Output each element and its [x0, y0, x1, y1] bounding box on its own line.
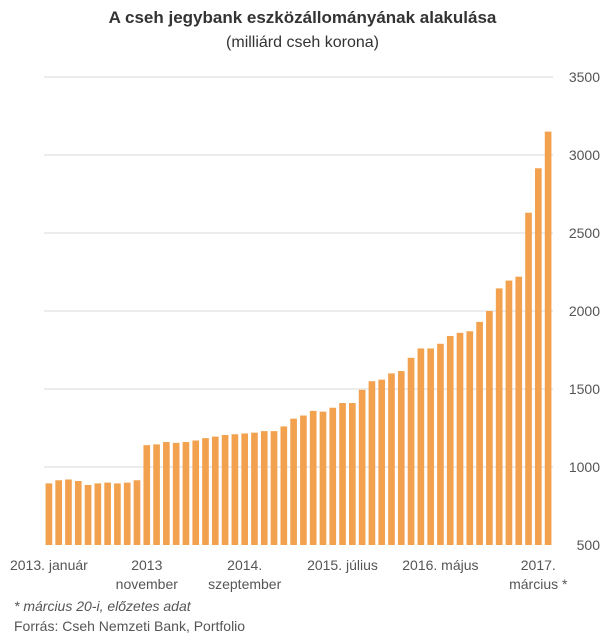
y-tick-label: 2500: [569, 225, 600, 241]
bar: [55, 480, 63, 545]
bar: [133, 480, 141, 545]
bar: [358, 389, 366, 545]
bar: [368, 381, 376, 545]
bar: [446, 335, 454, 545]
bar: [153, 444, 160, 545]
y-tick-label: 1500: [569, 381, 600, 397]
bar: [456, 332, 464, 545]
bar: [84, 484, 92, 545]
bar: [407, 357, 415, 545]
x-tick-label: 2015. július: [307, 557, 378, 573]
bar: [290, 418, 297, 545]
bar: [329, 407, 337, 545]
y-tick-label: 2000: [569, 303, 600, 319]
source-line: Forrás: Cseh Nemzeti Bank, Portfolio: [14, 618, 246, 634]
bar: [515, 276, 523, 545]
bar: [202, 438, 209, 545]
bar: [427, 348, 434, 545]
bar: [525, 212, 532, 545]
bar: [241, 433, 248, 545]
bar: [339, 403, 346, 545]
bar: [114, 483, 121, 545]
y-axis-ticks: 500 1000 1500 2000 2500 3000 3500: [569, 69, 600, 553]
bar: [163, 442, 170, 545]
bar: [143, 445, 151, 545]
x-tick-label: 2016. május: [402, 557, 478, 573]
bar: [221, 435, 229, 545]
bar: [182, 442, 190, 545]
bar: [94, 483, 102, 545]
bar: [397, 371, 405, 545]
x-tick-label: 2017. március *: [509, 557, 568, 592]
y-tick-label: 1000: [569, 459, 600, 475]
bar: [260, 431, 268, 545]
bar: [74, 481, 82, 545]
bar: [417, 348, 425, 545]
bar: [123, 482, 131, 545]
y-tick-label: 3500: [569, 69, 600, 85]
bar: [300, 415, 307, 545]
bar: [280, 426, 288, 545]
bar: [231, 434, 239, 545]
bar: [466, 331, 474, 545]
chart-subtitle: (milliárd cseh korona): [226, 34, 379, 51]
x-tick-label: 2014. szeptember: [208, 557, 281, 592]
bar: [486, 311, 493, 545]
bar: [192, 440, 200, 545]
y-tick-label: 500: [577, 537, 601, 553]
x-tick-label: 2013. január: [10, 557, 88, 573]
bar-series: [45, 131, 552, 545]
bar: [388, 373, 395, 545]
bar: [45, 483, 53, 545]
y-tick-label: 3000: [569, 147, 600, 163]
bar: [309, 410, 317, 545]
bar: [65, 479, 72, 545]
bar: [378, 379, 386, 545]
chart-title: A cseh jegybank eszközállományának alaku…: [108, 8, 497, 27]
bar: [495, 288, 503, 545]
bar: [534, 168, 542, 545]
bar: [104, 482, 111, 545]
bar: [437, 343, 444, 545]
bar: [476, 321, 483, 545]
x-tick-label: 2013 november: [116, 557, 179, 592]
bar: [544, 131, 552, 545]
bar: [270, 431, 278, 545]
bar: [349, 403, 356, 545]
x-axis-ticks: 2013. január 2013 november 2014. szeptember 2…: [10, 557, 568, 592]
footnote: * március 20-i, előzetes adat: [14, 598, 191, 614]
bar: [319, 411, 327, 545]
bar: [211, 436, 219, 545]
bar: [172, 442, 180, 545]
bar: [251, 432, 258, 545]
bar: [505, 280, 513, 545]
